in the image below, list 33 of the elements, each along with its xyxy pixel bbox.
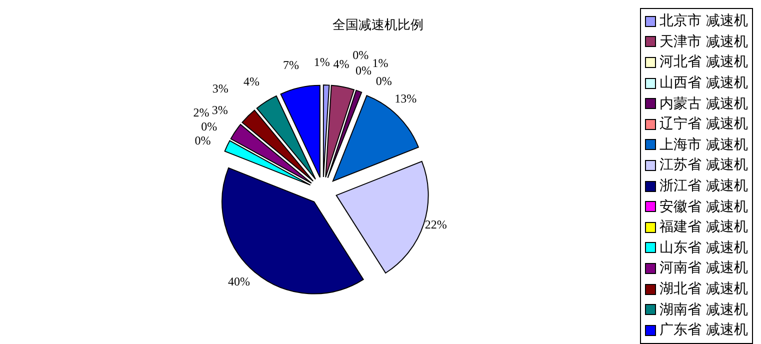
text: 全国减速机比例 [332,17,424,34]
legend-label: 江苏省 减速机 [660,156,748,174]
data-label: 4% [333,57,350,72]
legend-label: 浙江省 减速机 [660,177,748,196]
text: 0% [376,74,392,88]
data-label: 1% [314,55,330,70]
text: 0% [355,64,372,78]
data-label: 3% [212,81,228,96]
legend-label: 河南省 减速机 [660,259,748,278]
legend-label: 内蒙古 减速机 [660,94,748,113]
legend-label: 安徽省 减速机 [660,198,748,216]
data-label: 3% [212,103,228,118]
data-label: 4% [244,74,260,88]
legend-label: 湖南省 减速机 [660,300,748,319]
legend-label: 山东省 减速机 [660,238,748,257]
data-label: 22% [424,217,447,232]
data-label: 2% [193,105,210,120]
legend-label: 湖北省 减速机 [660,280,748,298]
text: 0% [194,133,211,148]
legend-label: 上海市 减速机 [660,136,748,154]
legend-label: 北京市 减速机 [660,12,748,30]
legend-label: 河北省 减速机 [660,53,748,72]
legend-label: 广东省 减速机 [660,321,748,340]
legend-label: 辽宁省 减速机 [660,115,748,134]
legend-label: 福建省 减速机 [660,218,748,236]
data-label: 1% [372,56,388,70]
legend-label: 山西省 减速机 [660,74,748,92]
text: 0% [352,48,369,62]
data-label: 13% [394,91,417,106]
data-label: 7% [282,58,299,72]
text: 0% [201,120,218,134]
legend-label: 天津市 减速机 [660,32,748,51]
data-label: 40% [228,274,250,289]
